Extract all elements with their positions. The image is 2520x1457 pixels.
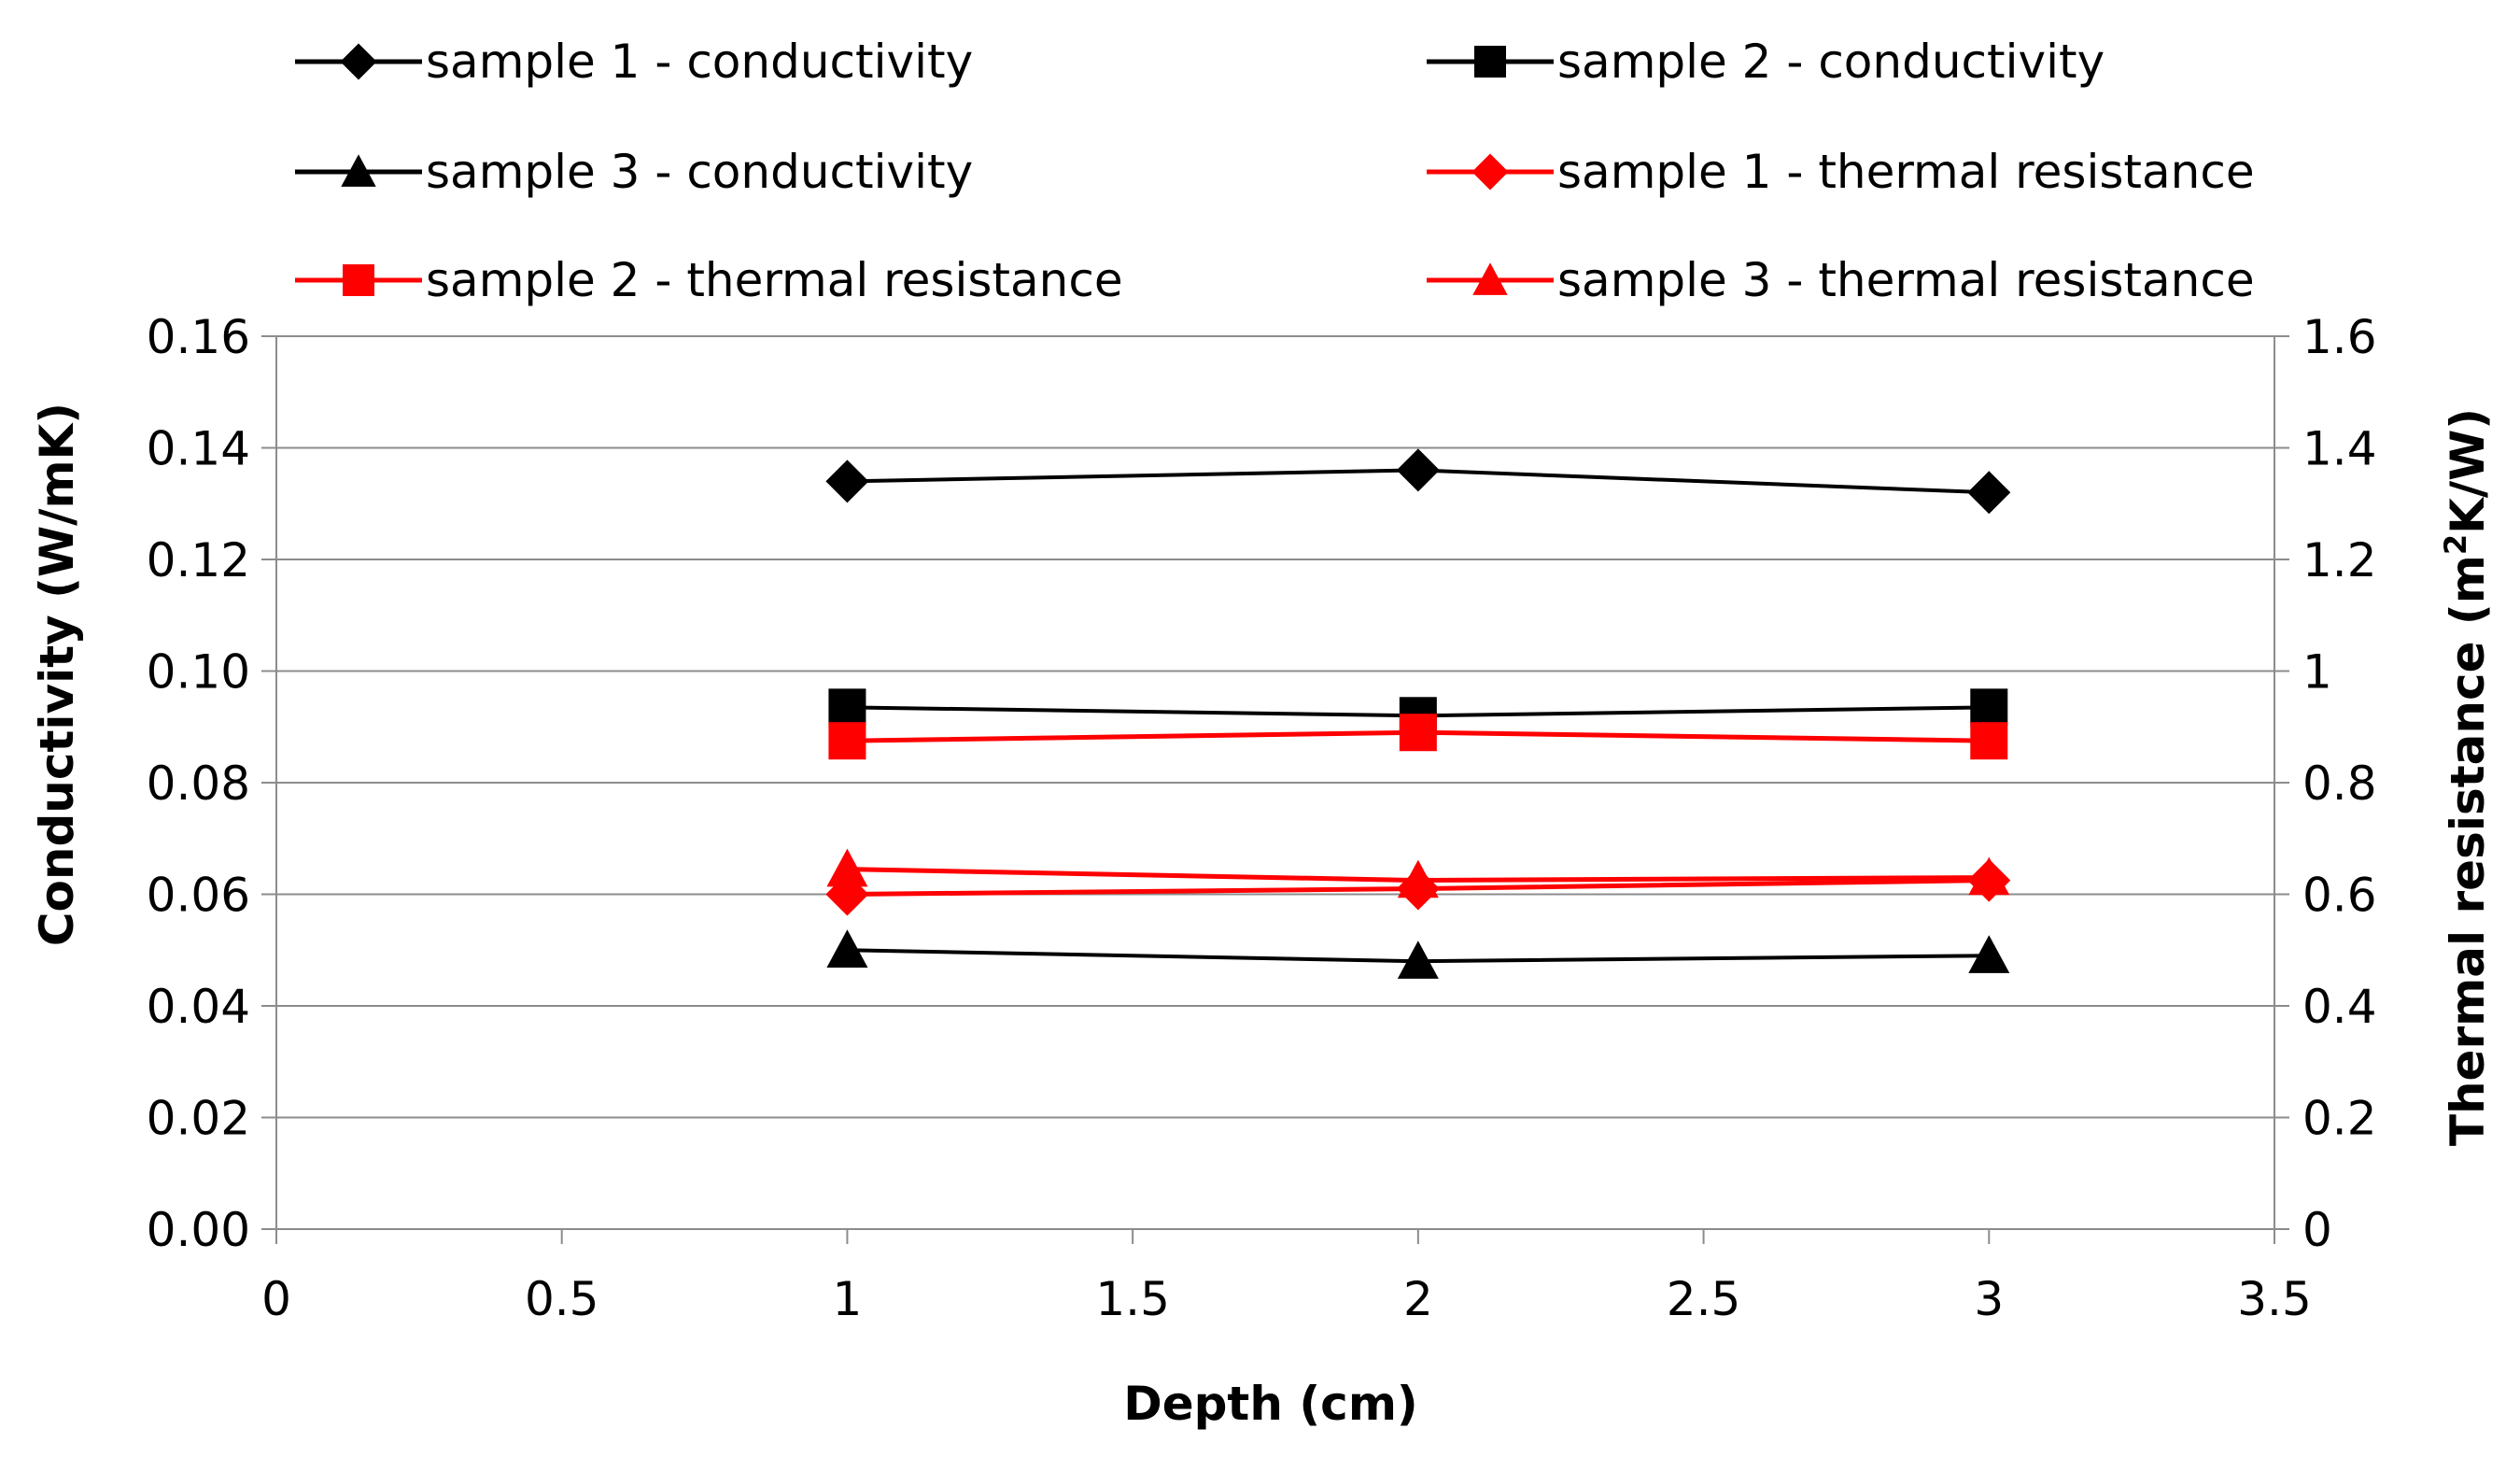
legend-label: sample 2 - thermal resistance <box>426 253 1123 307</box>
y2-axis-title-tail: K/W) <box>2441 408 2495 534</box>
grid-lines <box>261 335 2289 1230</box>
y2-axis-title-superscript: 2 <box>2438 534 2473 555</box>
x-tick-label: 0 <box>261 1272 291 1326</box>
legend-marker <box>1471 153 1509 191</box>
legend-marker <box>343 264 374 296</box>
legend-label: sample 3 - conductivity <box>426 145 973 199</box>
legend-marker <box>1474 46 1506 78</box>
series-3-point <box>1968 935 2010 973</box>
legend-marker <box>341 154 376 187</box>
x-tick-label: 3.5 <box>2237 1272 2312 1326</box>
y2-tick-label: 0.6 <box>2302 869 2377 923</box>
legend-marker <box>1472 262 1508 295</box>
y-tick-label: 0.02 <box>147 1092 250 1146</box>
x-tick-label: 2.5 <box>1667 1272 1741 1326</box>
series-6-point <box>1968 856 2010 896</box>
x-tick-label: 1.5 <box>1095 1272 1170 1326</box>
legend-label: sample 3 - thermal resistance <box>1557 253 2255 307</box>
y-tick-label: 0.00 <box>147 1203 250 1257</box>
series-2-point <box>828 688 866 727</box>
y-tick-label: 0.06 <box>147 869 250 923</box>
legend-label: sample 2 - conductivity <box>1557 35 2105 89</box>
x-tick-label: 0.5 <box>525 1272 599 1326</box>
y2-tick-label: 1.4 <box>2302 422 2377 476</box>
series-1-point <box>1967 471 2011 515</box>
y2-tick-label: 1 <box>2302 645 2332 700</box>
y-tick-label: 0.12 <box>147 533 250 587</box>
x-tick-label: 2 <box>1403 1272 1433 1326</box>
series-6-point <box>1397 859 1439 898</box>
legend-label: sample 1 - conductivity <box>426 35 973 89</box>
legend-marker <box>340 43 377 80</box>
series-5-point <box>1970 722 2008 760</box>
y2-tick-label: 0 <box>2302 1203 2332 1257</box>
x-axis-title: Depth (cm) <box>1123 1377 1418 1431</box>
legend-label: sample 1 - thermal resistance <box>1557 145 2255 199</box>
series-3-point <box>826 929 868 968</box>
legend: sample 1 - conductivity sample 2 - conduc… <box>295 35 2255 307</box>
y-axis-title: Conductivity (W/mK) <box>30 403 84 946</box>
series-6-point <box>826 848 868 887</box>
series-5-point <box>828 722 866 760</box>
y2-tick-label: 1.2 <box>2302 533 2377 587</box>
y-tick-label: 0.10 <box>147 645 250 700</box>
series-2-point <box>1970 688 2008 727</box>
axes: 0.00 0.02 0.04 0.06 0.08 0.10 0.12 0.14 0.16 0 0.2… <box>147 310 2377 1326</box>
y2-tick-label: 1.6 <box>2302 310 2377 364</box>
plot-series <box>825 448 2011 979</box>
y2-axis-title: Thermal resistance (m2K/W) <box>2438 408 2495 1146</box>
series-5-point <box>1399 714 1437 752</box>
y-tick-label: 0.08 <box>147 757 250 811</box>
y2-tick-label: 0.8 <box>2302 757 2377 811</box>
y2-tick-label: 0.2 <box>2302 1092 2377 1146</box>
x-tick-label: 1 <box>833 1272 863 1326</box>
x-tick-label: 3 <box>1974 1272 2004 1326</box>
series-1-point <box>825 460 869 503</box>
y-tick-label: 0.04 <box>147 980 250 1034</box>
y2-tick-label: 0.4 <box>2302 980 2377 1034</box>
y-tick-label: 0.16 <box>147 310 250 364</box>
series-3-point <box>1397 941 1439 979</box>
series-1-point <box>1396 448 1440 492</box>
y-tick-label: 0.14 <box>147 422 250 476</box>
y2-axis-title-base: Thermal resistance (m <box>2441 555 2495 1146</box>
